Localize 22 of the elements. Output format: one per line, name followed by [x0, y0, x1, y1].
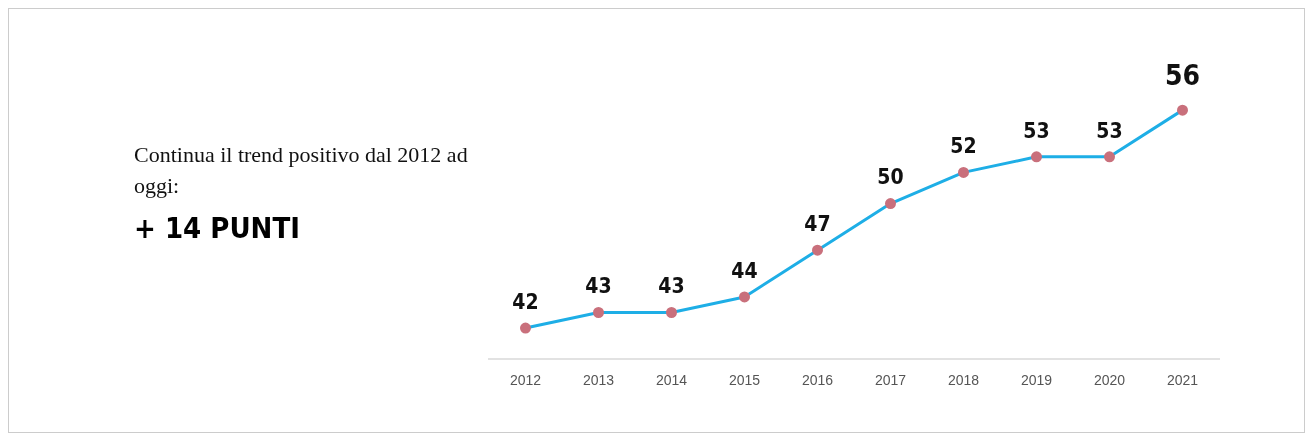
data-label: 42 [512, 290, 539, 315]
text: + 14 PUNTI [134, 211, 301, 245]
x-tick-label: 2012 [509, 372, 542, 389]
text: Continua il trend positivo dal 2012 ad oggi: [134, 141, 469, 200]
x-tick-label: 2017 [874, 372, 907, 389]
data-label: 43 [658, 274, 685, 299]
x-tick-label: 2015 [728, 372, 761, 389]
x-tick-label: 2016 [801, 372, 834, 389]
data-label: 53 [1096, 118, 1123, 143]
x-tick-label: 2020 [1093, 372, 1126, 389]
x-tick-label: 2013 [582, 372, 615, 389]
x-tick-label: 2018 [947, 372, 980, 389]
x-tick-label: 2014 [655, 372, 688, 389]
data-label: 47 [804, 212, 831, 237]
data-label: 52 [950, 134, 977, 159]
data-label: 50 [877, 165, 904, 190]
data-label: 44 [731, 258, 758, 283]
data-label: 56 [1164, 59, 1201, 93]
data-label: 53 [1023, 118, 1050, 143]
x-tick-label: 2019 [1020, 372, 1053, 389]
x-tick-label: 2021 [1166, 372, 1199, 389]
data-label: 43 [585, 274, 612, 299]
